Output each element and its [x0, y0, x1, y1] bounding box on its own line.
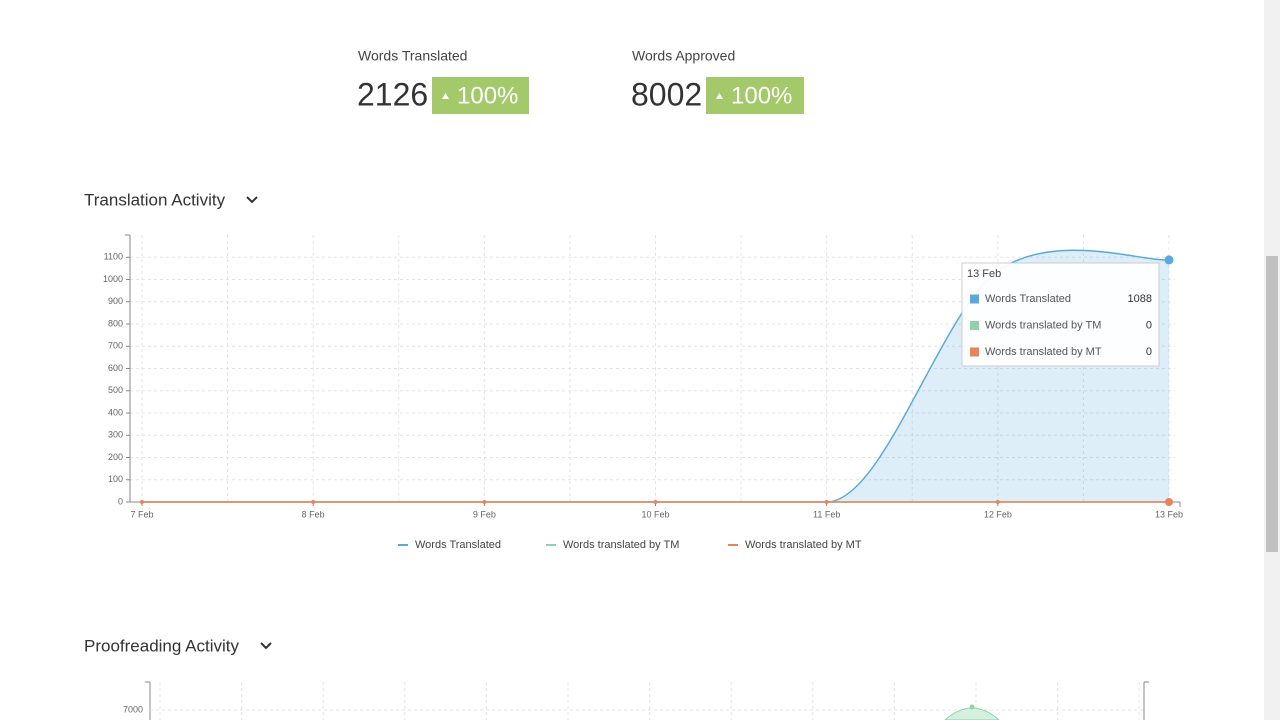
- y-tick-label: 300: [108, 430, 123, 440]
- legend-label: Words translated by MT: [745, 539, 862, 551]
- tooltip-series: Words translated by TM: [985, 319, 1101, 331]
- x-tick-label: 13 Feb: [1155, 509, 1183, 519]
- scrollbar-thumb[interactable]: [1266, 256, 1278, 552]
- stat-badge: [706, 77, 804, 114]
- x-tick-label: 7 Feb: [130, 509, 153, 519]
- tooltip-swatch: [970, 321, 979, 330]
- stat-label: Words Approved: [632, 48, 735, 64]
- stat-change: 100%: [457, 82, 518, 109]
- legend-label: Words translated by TM: [563, 539, 679, 551]
- tooltip-series: Words Translated: [985, 293, 1071, 305]
- tooltip-box: [961, 262, 1160, 367]
- x-tick-label: 11 Feb: [813, 509, 840, 519]
- y-tick-label: 400: [108, 407, 123, 417]
- y-tick-label: 1100: [104, 252, 123, 262]
- point-marker: [140, 500, 144, 504]
- chevron[interactable]: [246, 196, 258, 204]
- tooltip-series: Words translated by MT: [985, 346, 1102, 358]
- hover-point: [1165, 498, 1173, 506]
- x-tick-label: 10 Feb: [641, 509, 669, 519]
- x-tick-label: 9 Feb: [473, 509, 496, 519]
- point-marker: [653, 500, 658, 504]
- tooltip-swatch: [970, 294, 979, 304]
- x-tick-label: 8 Feb: [302, 509, 325, 519]
- y-tick-label: 200: [108, 452, 123, 462]
- hover-point: [1164, 255, 1174, 265]
- y-tick-label: 0: [118, 496, 123, 506]
- y-tick-label: 600: [108, 363, 123, 373]
- y-tick-label: 1000: [103, 274, 123, 284]
- stat-change: 100%: [731, 82, 792, 109]
- stat-value: 8002: [631, 76, 702, 112]
- stat-badge: [432, 77, 529, 114]
- y-tick-label: 800: [108, 318, 123, 328]
- y-tick-label: 100: [108, 474, 123, 484]
- section-title[interactable]: Proofreading Activity: [84, 636, 239, 655]
- section-title[interactable]: Translation Activity: [84, 190, 226, 209]
- point-marker: [311, 500, 316, 504]
- point-marker: [995, 500, 1000, 504]
- chevron[interactable]: [260, 642, 272, 650]
- tooltip-value: 1088: [1128, 293, 1152, 305]
- y-tick-label: 900: [108, 296, 123, 306]
- point-marker: [482, 500, 487, 504]
- tooltip-title: 13 Feb: [967, 268, 1001, 280]
- up-icon: [716, 93, 723, 99]
- tooltip: 13 Feb Words Translated 1088 Words translat…: [961, 262, 1160, 367]
- legend-label: Words Translated: [415, 539, 501, 551]
- y-tick-label: 7000: [123, 704, 143, 714]
- point-marker: [824, 500, 829, 504]
- up-icon: [442, 93, 449, 99]
- point-fragment: [969, 704, 975, 710]
- area: [142, 250, 1169, 502]
- x-tick-label: 12 Feb: [984, 509, 1012, 519]
- tooltip-value: 0: [1146, 319, 1152, 331]
- y-tick-label: 500: [108, 385, 123, 395]
- tooltip-value: 0: [1146, 346, 1152, 358]
- tooltip-swatch: [970, 347, 979, 357]
- translation-chart: 0 100 200 300 400 500 600 700 800 900 1000 1100 7 Fe…: [103, 234, 1183, 551]
- stat-label: Words Translated: [358, 48, 467, 64]
- stat-value: 2126: [357, 76, 428, 112]
- y-tick-label: 700: [108, 341, 123, 351]
